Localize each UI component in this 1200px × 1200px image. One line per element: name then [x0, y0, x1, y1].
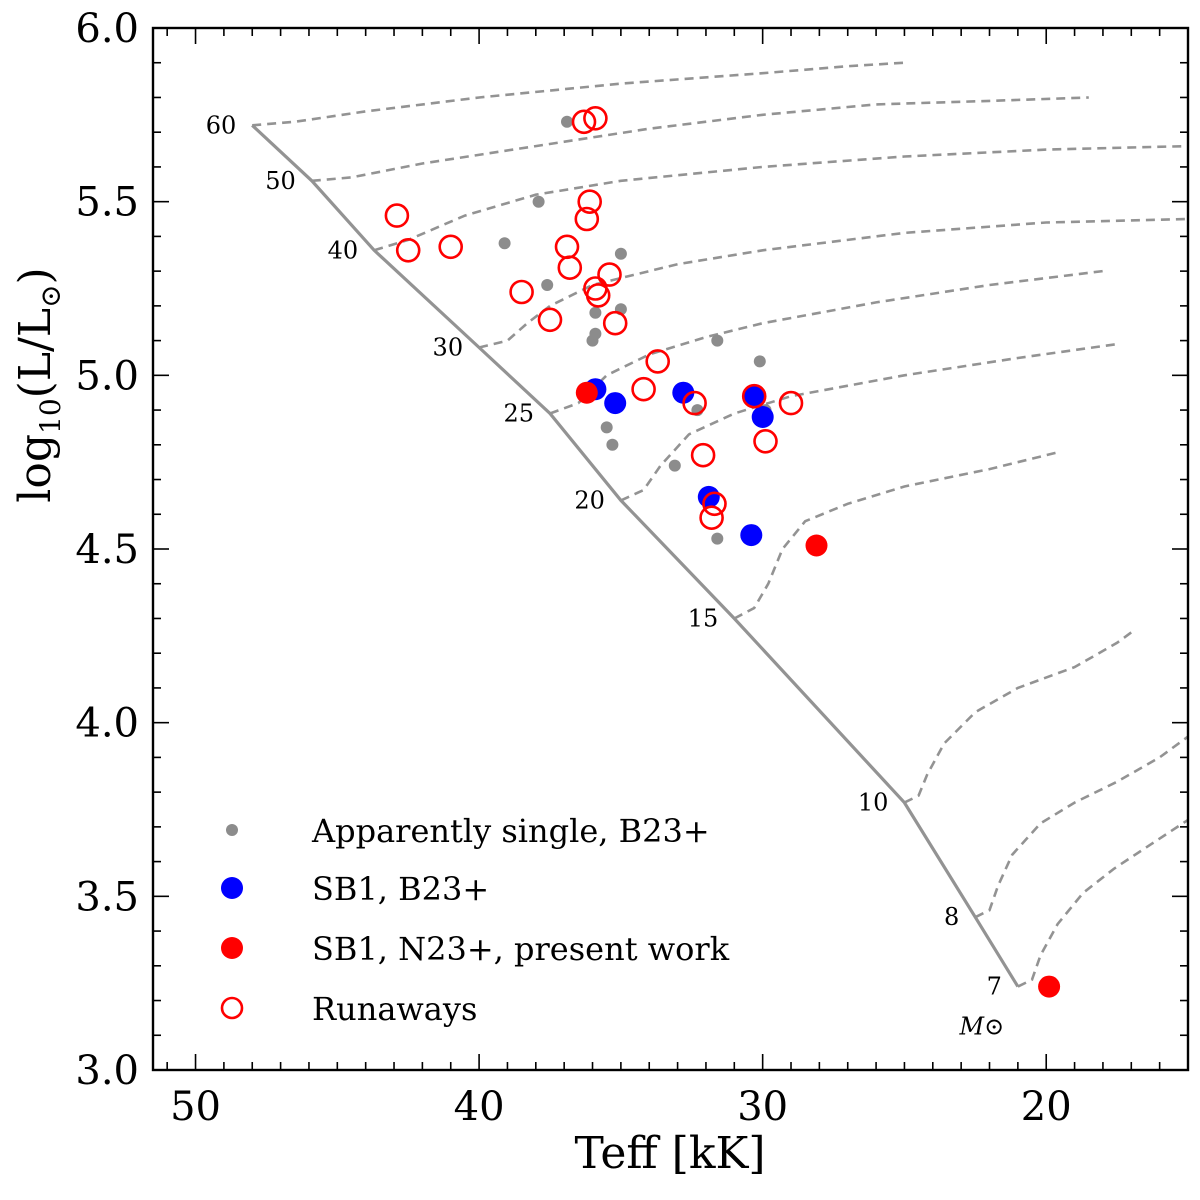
track-7-msun: [1017, 818, 1188, 988]
mass-label: 25: [503, 400, 534, 428]
x-tick-label: 40: [454, 1084, 505, 1130]
mass-unit-label: M⊙: [959, 1013, 1005, 1041]
x-axis-title: Teff [kK]: [574, 1128, 765, 1179]
mass-label: 20: [574, 486, 605, 514]
point-sb1-n23: [805, 534, 828, 557]
legend-marker-sb1-b23: [221, 877, 243, 899]
plot-area: [251, 61, 1188, 998]
mass-label: 30: [433, 334, 464, 362]
point-sb1-n23: [575, 381, 598, 404]
point-runaway: [583, 106, 608, 131]
point-sb1-b23: [743, 385, 766, 408]
mass-label: 40: [328, 236, 359, 264]
legend-label-sb1-b23: SB1, B23+: [312, 870, 489, 908]
legend-label-single: Apparently single, B23+: [311, 812, 710, 850]
legend-marker-single: [226, 824, 238, 836]
mass-label: 7: [987, 973, 1002, 1001]
point-runaway: [557, 255, 583, 281]
point-runaway: [741, 383, 767, 409]
point-runaway: [631, 376, 656, 402]
track-10-msun: [903, 631, 1133, 804]
point-runaway: [537, 307, 563, 333]
y-axis-title-sun-symbol: ⊙: [34, 284, 67, 307]
point-sb1-b23: [740, 524, 763, 547]
point-runaway: [585, 283, 611, 308]
point-apparently-single: [711, 334, 724, 347]
point-sb1-b23: [604, 392, 627, 415]
axes: 50 40 30 20 3.0 3.5 4.0 4.5 5.0 5.5 6.0: [75, 6, 1190, 1130]
y-tick-label: 4.0: [75, 701, 139, 747]
point-runaway: [395, 238, 421, 263]
y-tick-label: 5.0: [75, 353, 139, 399]
point-apparently-single: [614, 247, 627, 260]
point-apparently-single: [589, 327, 602, 340]
y-axis-title-body: (L/L: [10, 308, 61, 398]
y-tick-label: 4.5: [75, 527, 139, 573]
y-axis-title-subscript: 10: [34, 398, 67, 434]
y-tick-label: 6.0: [75, 6, 139, 52]
point-apparently-single: [668, 459, 681, 472]
point-runaway: [384, 203, 410, 228]
point-apparently-single: [541, 279, 554, 291]
point-apparently-single: [561, 115, 573, 128]
legend-label-sb1-n23: SB1, N23+, present work: [312, 930, 730, 968]
track-25-msun: [549, 269, 1104, 415]
point-runaway: [571, 109, 597, 135]
point-apparently-single: [711, 532, 724, 545]
point-runaway: [577, 189, 603, 214]
point-runaway: [645, 349, 671, 374]
legend-marker-sb1-n23: [221, 937, 243, 959]
point-sb1-n23: [1038, 975, 1061, 998]
x-tick-label: 20: [1021, 1084, 1072, 1130]
legend-label-runaways: Runaways: [312, 990, 477, 1028]
mass-label: 50: [265, 167, 296, 195]
track-50-msun: [311, 96, 1089, 183]
point-runaway: [602, 310, 628, 336]
point-apparently-single: [532, 195, 545, 208]
mass-label: 10: [858, 789, 889, 817]
point-runaway: [682, 390, 707, 416]
point-runaway: [438, 234, 464, 260]
point-runaway: [699, 505, 724, 531]
point-apparently-single: [498, 237, 511, 250]
mass-label: 8: [944, 903, 959, 931]
point-runaway: [597, 262, 622, 287]
y-tick-label: 3.0: [75, 1048, 139, 1094]
point-runaway: [690, 442, 716, 468]
mass-label: 60: [206, 111, 237, 139]
legend-marker-runaways: [220, 996, 244, 1020]
plot-content: 60 50 40 30 25 20 15 10 8 7 M⊙: [206, 61, 1188, 1041]
point-runaway: [702, 491, 727, 517]
point-runaway: [778, 390, 804, 416]
mass-label: 15: [688, 604, 719, 632]
track-40-msun: [373, 144, 1188, 252]
point-sb1-b23: [672, 381, 695, 404]
point-apparently-single: [600, 421, 613, 434]
point-runaway: [753, 428, 778, 454]
track-20-msun: [620, 342, 1118, 502]
y-axis-title-close: ): [10, 267, 61, 284]
point-apparently-single: [606, 438, 619, 451]
point-sb1-b23: [697, 485, 720, 508]
point-apparently-single: [753, 355, 766, 368]
point-runaway: [509, 279, 534, 305]
legend: Apparently single, B23+ SB1, B23+ SB1, N…: [220, 812, 730, 1028]
point-sb1-b23: [751, 406, 774, 428]
x-tick-label: 50: [170, 1084, 221, 1130]
x-tick-label: 30: [737, 1084, 788, 1130]
zams-line: [251, 124, 1020, 988]
point-apparently-single: [589, 306, 602, 319]
y-tick-label: 5.5: [75, 180, 139, 226]
track-15-msun: [733, 450, 1061, 620]
y-tick-label: 3.5: [75, 874, 139, 920]
point-runaway: [574, 206, 600, 232]
